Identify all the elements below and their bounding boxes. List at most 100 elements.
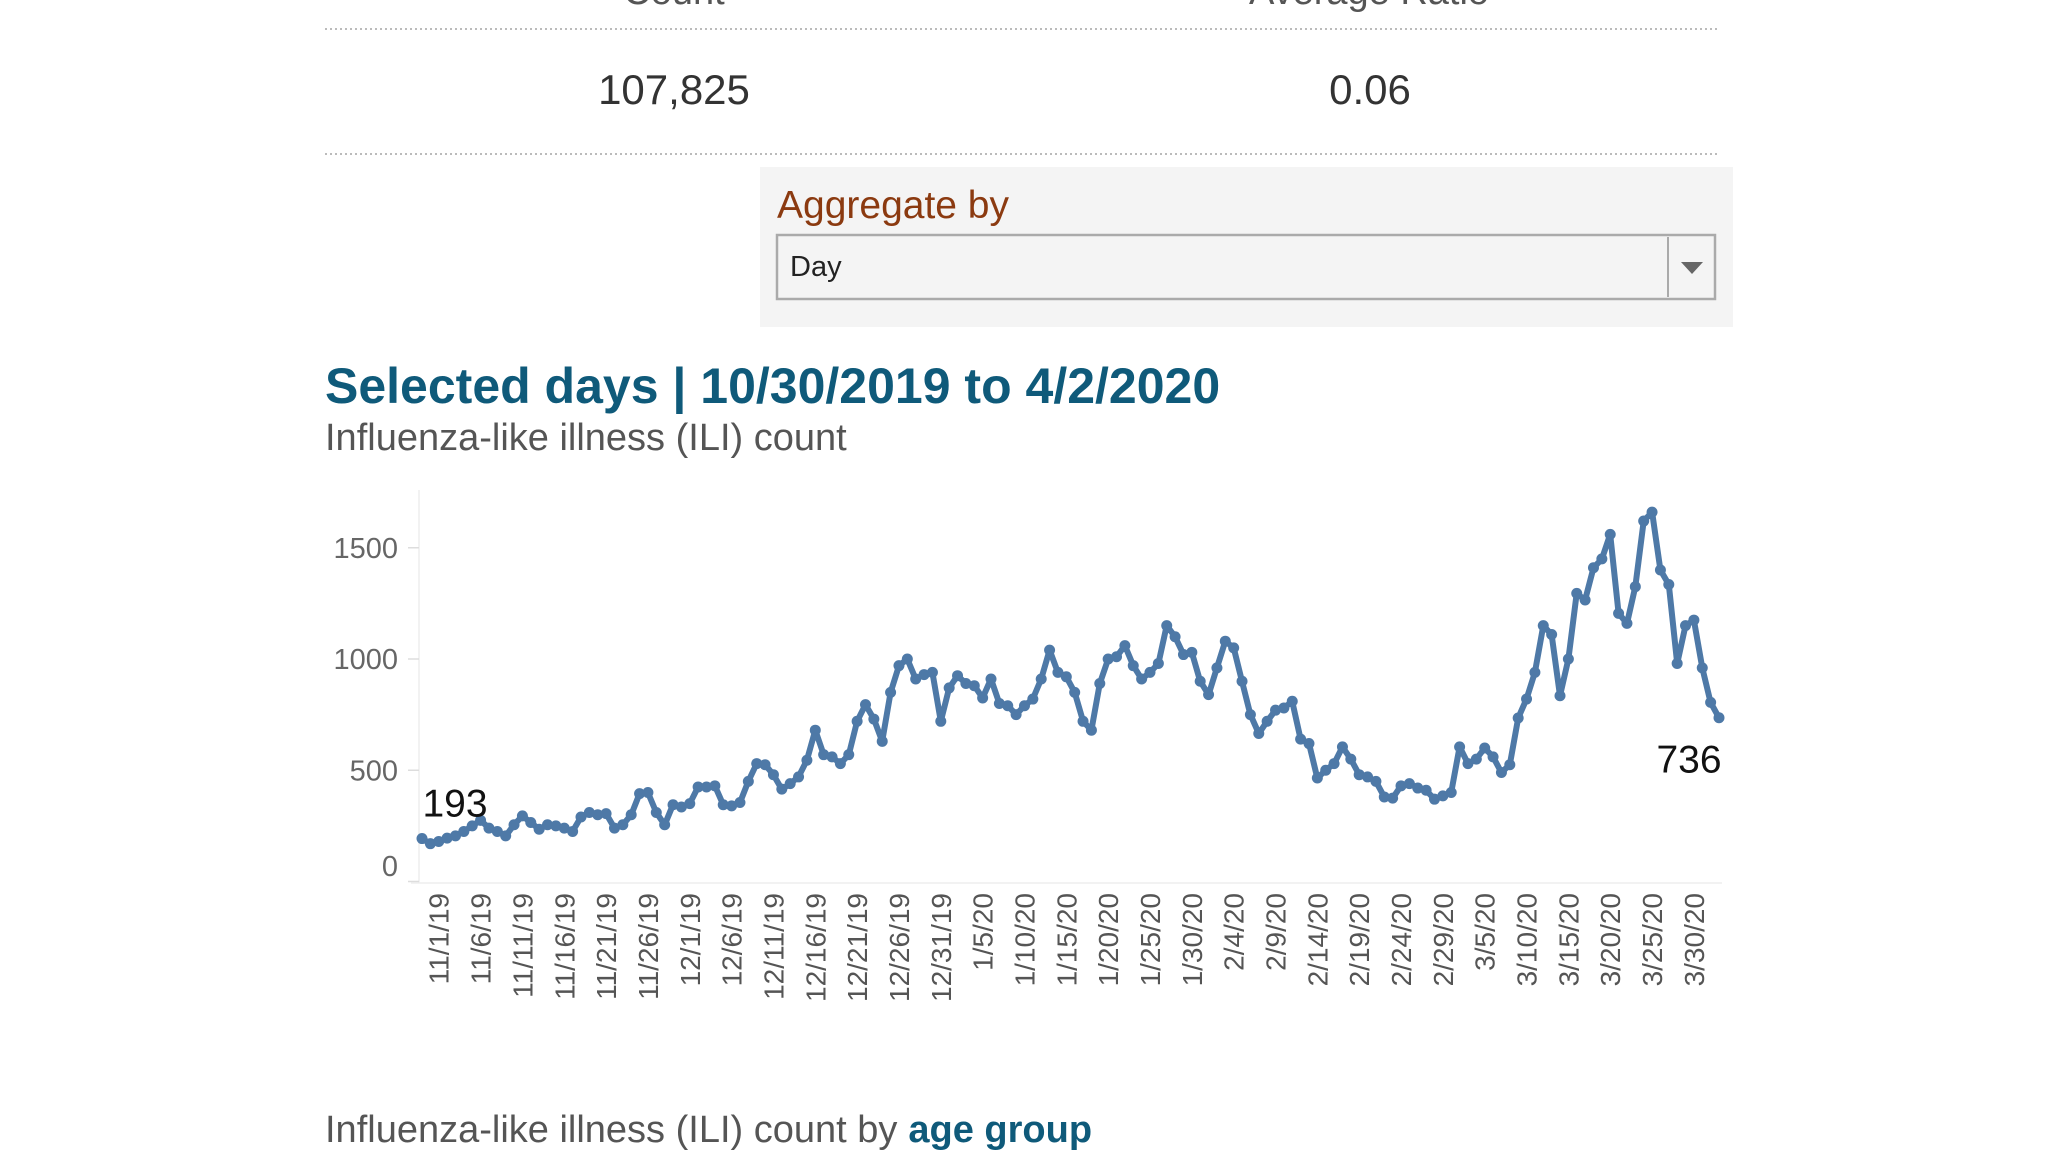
summary-label: Average Ratio [1249, 0, 1489, 13]
data-point [592, 809, 604, 821]
x-tick-label: 11/11/19 [507, 893, 538, 998]
x-tick-label: 2/19/20 [1344, 893, 1375, 986]
data-point [1244, 709, 1256, 721]
data-point [701, 781, 713, 793]
data-point [1613, 607, 1625, 619]
data-point [918, 669, 930, 681]
data-point [885, 686, 897, 698]
data-point [968, 680, 980, 692]
dropdown-arrow[interactable] [1681, 262, 1703, 274]
data-point [1713, 712, 1725, 724]
data-point [525, 817, 537, 829]
data-point [1596, 553, 1608, 565]
data-point [1085, 724, 1097, 736]
chart-title: Selected days | 10/30/2019 to 4/2/2020 [325, 358, 1220, 415]
data-point [1111, 651, 1123, 663]
data-point [1688, 614, 1700, 626]
data-point [491, 825, 503, 837]
data-point [1680, 620, 1692, 632]
summary-value: 107,825 [598, 66, 750, 113]
data-point [449, 830, 461, 842]
data-point [1236, 675, 1248, 687]
x-tick-label: 1/15/20 [1051, 893, 1082, 986]
x-tick-label: 2/29/20 [1428, 893, 1459, 986]
y-tick-label: 1500 [333, 533, 398, 565]
x-tick-label: 12/31/19 [926, 893, 957, 1002]
dropdown-box[interactable] [775, 233, 1717, 301]
data-point [717, 799, 729, 811]
data-point [952, 670, 964, 682]
data-point [1504, 759, 1516, 771]
data-point [1228, 642, 1240, 654]
data-point [1445, 787, 1457, 798]
data-point [1487, 751, 1499, 763]
data-point [1412, 782, 1424, 794]
chart-subtitle: Influenza-like illness (ILI) count [325, 417, 847, 459]
data-point [709, 780, 721, 792]
x-tick-label: 2/9/20 [1261, 893, 1292, 971]
x-tick-label: 3/15/20 [1553, 893, 1584, 986]
x-tick-label: 1/30/20 [1177, 893, 1208, 986]
section-title-highlight[interactable]: age group [908, 1109, 1092, 1151]
data-label: 736 [1656, 739, 1721, 782]
data-point [424, 838, 436, 850]
data-point [851, 715, 863, 727]
dropdown[interactable]: Day [775, 233, 1717, 301]
data-point [1437, 790, 1449, 802]
data-point [1102, 653, 1114, 665]
data-point [433, 835, 445, 847]
data-point [1696, 662, 1708, 674]
dropdown-value[interactable]: Day [790, 251, 842, 283]
data-point [1278, 702, 1290, 714]
data-point [1370, 775, 1382, 787]
data-point [441, 832, 453, 844]
data-point [1069, 686, 1081, 698]
data-point [1454, 741, 1466, 753]
data-point [993, 698, 1005, 709]
x-tick-label: 11/26/19 [633, 893, 664, 1000]
data-point [901, 653, 913, 665]
y-tick-label: 0 [382, 851, 398, 883]
data-point [977, 692, 989, 704]
data-point [1345, 753, 1357, 765]
x-tick-label: 2/4/20 [1219, 893, 1250, 971]
data-point [801, 754, 813, 766]
data-point [1387, 792, 1399, 804]
data-point [667, 799, 679, 811]
data-point [475, 814, 487, 826]
data-point [583, 807, 595, 819]
data-point [1060, 671, 1072, 683]
data-point [1428, 793, 1440, 805]
data-point [1554, 690, 1566, 702]
data-point [608, 822, 620, 834]
data-point [1077, 715, 1089, 727]
data-point [943, 682, 955, 694]
data-point [843, 749, 855, 761]
data-point [1144, 666, 1156, 678]
data-label: 193 [422, 783, 487, 826]
data-point [634, 788, 646, 800]
data-point [1203, 689, 1215, 701]
data-point [1018, 700, 1030, 712]
data-point [500, 830, 512, 842]
data-point [1152, 657, 1164, 669]
data-point [1002, 700, 1014, 712]
data-point [1136, 673, 1148, 685]
data-point [1470, 753, 1482, 765]
data-point [1052, 666, 1064, 678]
data-point [1186, 646, 1198, 658]
data-point [675, 801, 687, 813]
data-point [767, 769, 779, 781]
data-point [734, 797, 746, 809]
data-point [642, 787, 654, 798]
data-point [1479, 742, 1491, 754]
data-point [1177, 649, 1189, 661]
data-point [793, 771, 805, 783]
data-point [1311, 772, 1323, 784]
x-tick-label: 3/25/20 [1637, 893, 1668, 986]
x-tick-label: 11/6/19 [466, 893, 497, 984]
data-point [533, 823, 545, 835]
x-tick-label: 11/1/19 [424, 893, 455, 984]
